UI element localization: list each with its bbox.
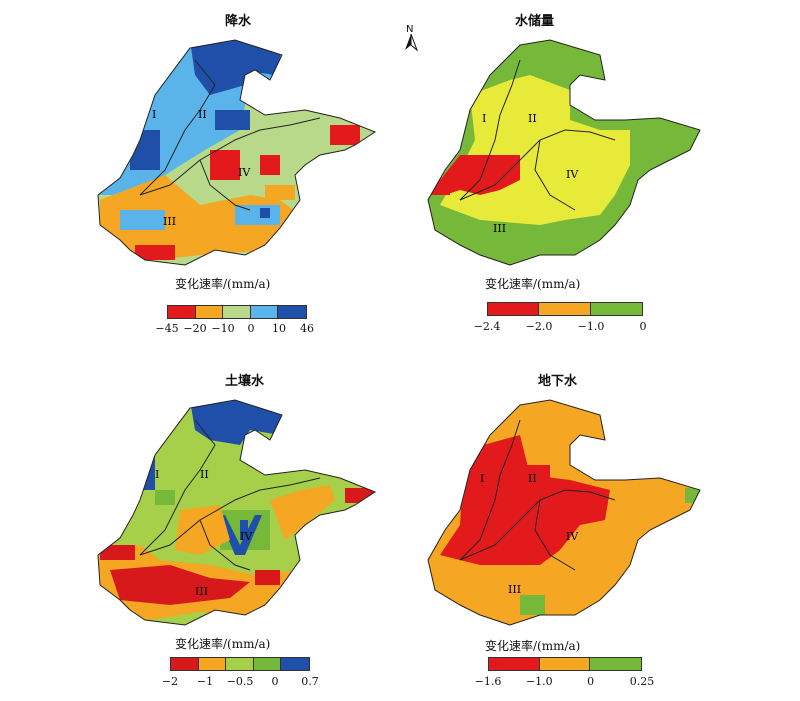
map-water-storage: I II III IV <box>427 39 701 266</box>
legend-tick: 0 <box>247 322 255 335</box>
north-arrow-icon: N <box>403 24 419 54</box>
region-label: I <box>482 112 486 125</box>
panel-soil-water: 土壤水 I II III IV 变化速率/(mm/a) <box>0 350 400 700</box>
region-label: II <box>200 468 209 481</box>
region-label: IV <box>238 166 251 179</box>
legend-colorbar <box>167 305 307 319</box>
legend-swatch <box>590 658 641 670</box>
panel-water-storage: 水储量 I II III IV 变化速率/(mm/a) −2.4 −2.0 −1… <box>400 0 800 350</box>
legend-tick: 10 <box>272 322 286 335</box>
legend-swatch <box>278 306 306 318</box>
legend-swatch <box>281 658 309 670</box>
arrow-icon <box>405 34 419 52</box>
legend-tick: −1.6 <box>474 675 502 688</box>
legend-title: 变化速率/(mm/a) <box>485 639 581 653</box>
legend-title: 变化速率/(mm/a) <box>485 277 581 291</box>
region-label: IV <box>240 530 253 543</box>
panel-precipitation: 降水 I II III IV 变化速率/(mm/a) <box>0 0 400 350</box>
legend-swatch <box>539 303 591 315</box>
legend-tick: 0 <box>271 675 279 688</box>
panel-title: 土壤水 <box>225 374 265 389</box>
legend-title: 变化速率/(mm/a) <box>175 637 271 651</box>
legend-swatch <box>168 306 196 318</box>
region-label: II <box>198 108 207 121</box>
legend-swatch <box>590 303 642 315</box>
map-soil-water: I II III IV <box>97 399 377 626</box>
legend-tick: −1.0 <box>577 320 605 333</box>
legend-tick: 0.7 <box>301 675 319 688</box>
region-label: I <box>480 472 484 485</box>
panel-groundwater: 地下水 I II III IV 变化速率/(mm/a) −1.6 −1.0 0 … <box>400 350 800 700</box>
legend-tick: 0.25 <box>629 675 655 688</box>
panel-title: 降水 <box>225 14 252 29</box>
legend-title: 变化速率/(mm/a) <box>175 277 271 291</box>
legend-tick: 0 <box>639 320 647 333</box>
legend-swatch <box>253 658 282 670</box>
legend-tick: 0 <box>587 675 595 688</box>
legend-tick: −20 <box>183 322 207 335</box>
legend-tick: −1.0 <box>525 675 553 688</box>
legend-ticks: −2.4 −2.0 −1.0 0 <box>474 320 647 334</box>
north-label: N <box>406 24 414 35</box>
region-label: IV <box>566 168 579 181</box>
region-label: III <box>508 583 521 596</box>
region-label: I <box>152 108 156 121</box>
legend-ticks: −1.6 −1.0 0 0.25 <box>475 675 655 689</box>
legend-tick: −2.0 <box>525 320 553 333</box>
legend-swatch <box>226 658 254 670</box>
region-label: IV <box>566 530 579 543</box>
legend-colorbar <box>170 657 310 671</box>
legend-ticks: −45 −20 −10 0 10 46 <box>155 322 314 336</box>
legend-tick: −0.5 <box>226 675 254 688</box>
legend-swatch <box>250 306 279 318</box>
legend-tick: −2.4 <box>473 320 501 333</box>
region-label: II <box>528 112 537 125</box>
legend-tick: −45 <box>155 322 179 335</box>
region-label: III <box>195 585 208 598</box>
panel-title: 水储量 <box>515 14 555 29</box>
legend-tick: −1 <box>196 675 214 688</box>
map-groundwater: I II III IV <box>427 399 701 626</box>
legend-colorbar <box>488 657 642 671</box>
legend-swatch <box>171 658 199 670</box>
map-precipitation: I II III IV <box>97 39 377 266</box>
legend-swatch <box>539 658 591 670</box>
legend-tick: −2 <box>161 675 179 688</box>
legend-swatch <box>488 303 540 315</box>
legend-colorbar <box>487 302 643 316</box>
legend-ticks: −2 −1 −0.5 0 0.7 <box>162 675 319 689</box>
legend-tick: 46 <box>300 322 314 335</box>
panel-title: 地下水 <box>538 374 578 389</box>
legend-swatch <box>198 658 227 670</box>
region-label: II <box>528 472 537 485</box>
region-label: I <box>155 468 159 481</box>
region-label: III <box>163 215 176 228</box>
legend-swatch <box>223 306 251 318</box>
region-label: III <box>493 222 506 235</box>
legend-swatch <box>489 658 540 670</box>
legend-tick: −10 <box>211 322 235 335</box>
legend-swatch <box>195 306 224 318</box>
